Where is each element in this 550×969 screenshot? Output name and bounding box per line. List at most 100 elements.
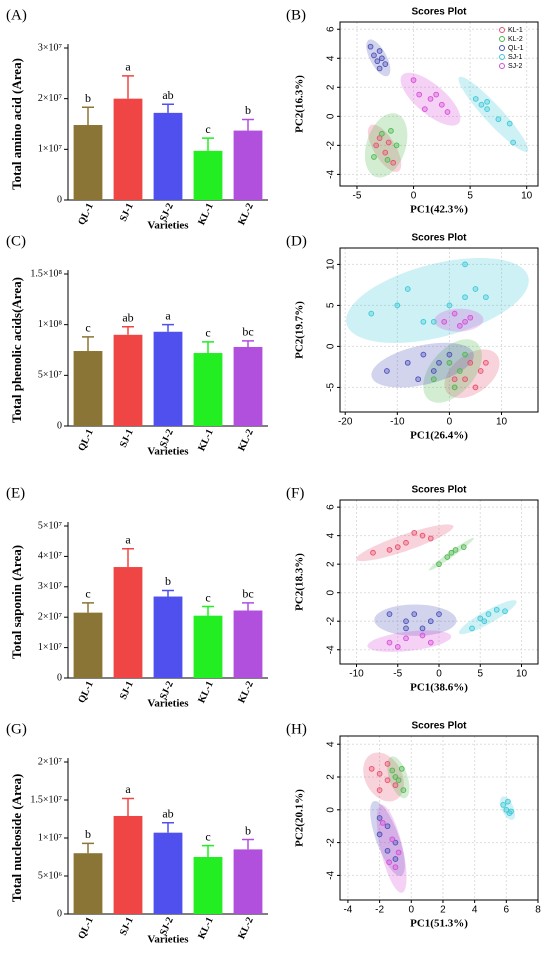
panel-label: (F) — [286, 485, 304, 501]
significance-letter: b — [245, 823, 251, 837]
x-tick-label: QL-1 — [76, 916, 96, 941]
score-point — [386, 859, 392, 866]
bar — [113, 98, 143, 200]
plot-border — [339, 21, 539, 187]
score-point — [403, 635, 409, 642]
panel-label: (B) — [286, 7, 306, 23]
plot-area — [356, 524, 517, 652]
score-point — [379, 130, 385, 137]
legend-symbol — [499, 36, 505, 42]
score-point — [430, 376, 437, 383]
chart-title: Scores Plot — [411, 233, 467, 244]
significance-letter: a — [125, 60, 131, 74]
legend-symbol — [499, 27, 505, 33]
score-point — [370, 549, 376, 556]
score-point — [382, 61, 389, 67]
y-axis-label: PC2(20.1%) — [294, 789, 306, 847]
y-axis-label: Total nucleoside (Area) — [9, 774, 24, 903]
y-tick-label: 0 — [326, 113, 337, 119]
x-tick-label: QL-1 — [76, 680, 96, 705]
confidence-ellipse — [370, 801, 405, 876]
bar — [193, 353, 223, 426]
score-point — [376, 770, 383, 777]
y-tick-label: 6 — [326, 504, 337, 510]
confidence-ellipse — [376, 804, 407, 893]
score-point — [404, 359, 411, 366]
score-point — [386, 611, 393, 617]
score-point — [392, 839, 399, 846]
score-point — [448, 549, 455, 556]
y-tick-label: 1×10⁷ — [38, 642, 63, 653]
chart-title: Scores Plot — [411, 7, 467, 18]
score-point — [452, 547, 459, 553]
y-tick-label: 1.5×10⁸ — [30, 268, 62, 279]
score-point — [427, 535, 434, 542]
score-point — [384, 368, 390, 374]
significance-letter: ab — [122, 310, 133, 324]
error-bar — [202, 341, 214, 354]
bar — [153, 832, 183, 914]
legend-symbol — [499, 45, 505, 51]
score-point — [430, 368, 437, 374]
score-point — [376, 135, 383, 141]
plot-area — [365, 39, 528, 178]
score-point — [451, 310, 458, 317]
score-point — [446, 359, 453, 366]
score-point — [483, 294, 489, 301]
score-point — [403, 618, 409, 625]
score-point — [411, 611, 418, 617]
x-tick-label: -5 — [353, 191, 362, 202]
error-bar — [122, 325, 134, 335]
legend-label: QL-1 — [508, 45, 524, 52]
significance-letter: b — [85, 91, 91, 105]
plot-border — [339, 499, 539, 665]
y-tick-label: 2×10⁷ — [38, 611, 63, 622]
y-axis-label: PC2(18.3%) — [294, 553, 306, 611]
bar — [73, 853, 103, 914]
bar — [193, 857, 223, 914]
score-point — [502, 608, 508, 615]
error-bar — [82, 106, 94, 126]
score-point — [427, 618, 434, 625]
y-tick-label: 1.5×10⁷ — [30, 794, 62, 805]
x-tick-label: SJ-1 — [118, 428, 136, 450]
x-tick-label: KL-1 — [196, 428, 216, 453]
significance-letter: c — [205, 590, 210, 604]
confidence-ellipse — [356, 524, 454, 562]
score-point — [394, 302, 401, 309]
score-point — [436, 611, 442, 617]
y-tick-label: 2 — [326, 561, 337, 567]
x-tick-label: -2 — [375, 905, 384, 916]
score-point — [441, 318, 448, 325]
y-tick-label: 0 — [57, 194, 62, 205]
x-tick-label: 5 — [477, 669, 483, 680]
score-point — [392, 774, 399, 780]
bar — [73, 612, 103, 678]
error-bar — [202, 605, 214, 616]
error-bar — [162, 589, 174, 597]
score-point — [472, 384, 479, 391]
y-tick-label: 1×10⁷ — [38, 144, 63, 155]
confidence-ellipse — [459, 600, 517, 635]
error-bar — [82, 602, 94, 613]
bar — [233, 849, 263, 914]
score-point — [389, 836, 396, 843]
plot-frame — [340, 736, 538, 900]
score-point — [388, 127, 394, 134]
score-point — [371, 52, 377, 59]
y-tick-label: -4 — [326, 871, 337, 880]
score-point — [444, 109, 451, 115]
significance-letter: bc — [242, 325, 253, 339]
bar — [233, 346, 263, 426]
confidence-ellipse — [346, 258, 529, 343]
y-tick-label: 2 — [326, 774, 337, 780]
x-tick-label: 5 — [467, 191, 473, 202]
score-point — [398, 765, 405, 772]
score-point — [386, 547, 393, 553]
confidence-ellipse — [365, 113, 408, 178]
score-point — [382, 149, 389, 156]
score-point — [503, 806, 510, 813]
score-point — [483, 359, 489, 366]
x-tick-label: 0 — [447, 417, 453, 428]
score-point — [451, 376, 458, 383]
